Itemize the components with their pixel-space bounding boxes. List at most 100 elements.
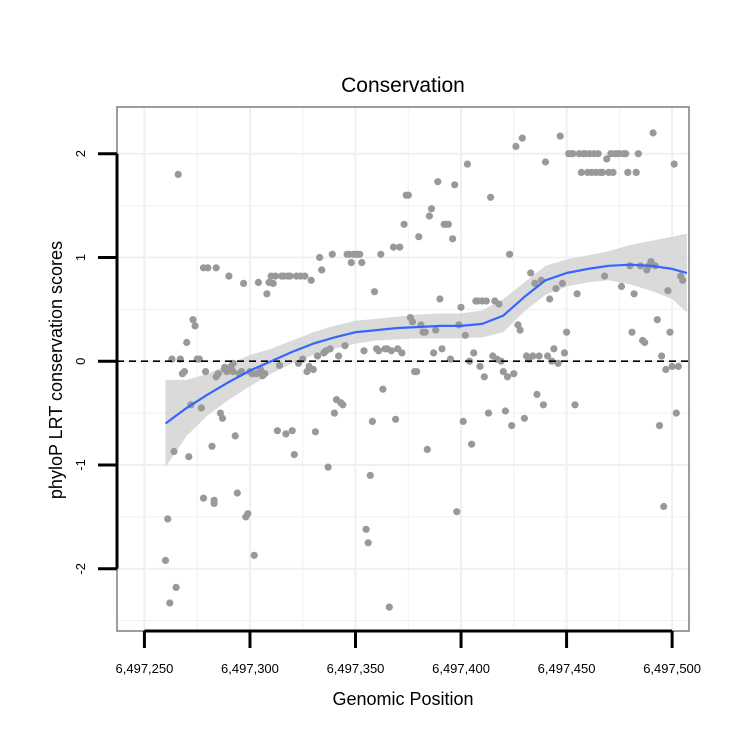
y-tick-label: 1	[73, 254, 88, 261]
data-point	[470, 349, 478, 357]
data-point	[286, 272, 294, 280]
data-point	[261, 370, 269, 378]
data-point	[335, 352, 343, 360]
data-point	[476, 362, 484, 370]
data-point	[660, 502, 668, 511]
data-point	[679, 276, 687, 284]
data-point	[520, 414, 529, 422]
data-point	[670, 160, 678, 168]
data-point	[609, 168, 617, 176]
data-point	[218, 414, 227, 422]
data-point	[622, 150, 630, 158]
data-point	[484, 409, 493, 417]
data-point	[558, 279, 567, 287]
data-point	[311, 428, 319, 436]
data-point	[601, 272, 609, 280]
data-point	[499, 368, 507, 376]
data-point	[400, 220, 408, 228]
data-point	[210, 496, 218, 504]
data-point	[377, 250, 385, 258]
x-tick-label: 6,497,350	[327, 661, 385, 676]
data-point	[202, 368, 210, 376]
data-point	[434, 178, 442, 186]
data-point	[482, 297, 490, 305]
data-point	[641, 338, 649, 347]
data-point	[444, 220, 452, 228]
data-point	[423, 445, 431, 453]
data-point	[221, 363, 229, 371]
data-point	[571, 401, 579, 409]
loess-fit-line	[164, 263, 688, 425]
data-point	[301, 272, 309, 280]
data-point	[662, 365, 670, 374]
data-point	[672, 409, 680, 417]
x-tick-label: 6,497,500	[643, 661, 701, 676]
data-point	[541, 158, 550, 166]
data-point	[560, 349, 569, 357]
data-point	[212, 373, 220, 381]
data-point	[170, 447, 178, 456]
data-point	[183, 338, 191, 347]
data-point	[199, 494, 208, 502]
data-point	[535, 352, 543, 360]
data-point	[617, 282, 626, 291]
data-point	[185, 453, 193, 461]
data-point	[233, 489, 241, 497]
data-point	[282, 430, 290, 438]
confidence-band-group	[165, 233, 687, 468]
data-point	[396, 243, 404, 251]
data-point	[324, 463, 332, 471]
data-point	[290, 451, 298, 459]
data-point	[632, 168, 640, 176]
data-point	[603, 155, 611, 163]
data-point	[408, 318, 417, 326]
data-point	[461, 331, 469, 339]
data-point	[240, 279, 248, 287]
data-point	[516, 326, 524, 334]
data-point	[375, 347, 383, 355]
data-point	[594, 150, 602, 158]
data-point	[225, 272, 233, 280]
data-point	[392, 415, 400, 423]
data-point	[204, 264, 212, 272]
data-point	[518, 134, 526, 142]
x-tick-label: 6,497,300	[221, 661, 279, 676]
data-point	[503, 373, 512, 381]
data-point	[649, 129, 657, 137]
data-point	[432, 326, 440, 334]
data-point	[664, 287, 672, 295]
data-point	[510, 370, 518, 378]
data-point	[529, 352, 537, 360]
data-point	[512, 142, 520, 150]
data-point	[421, 328, 429, 336]
data-point	[457, 303, 465, 311]
data-point	[569, 150, 577, 158]
data-point	[531, 279, 539, 287]
data-point	[250, 551, 258, 559]
confidence-band	[165, 233, 687, 468]
data-point	[330, 409, 338, 417]
data-point	[364, 539, 372, 547]
data-point	[480, 373, 488, 381]
data-point	[674, 362, 683, 370]
data-point	[453, 508, 461, 516]
data-point	[191, 322, 199, 330]
y-axis: -2 -1 0 1 2	[73, 150, 119, 575]
data-point	[449, 235, 457, 243]
data-point	[463, 160, 471, 168]
x-tick-label: 6,497,250	[116, 661, 174, 676]
data-point	[313, 352, 322, 360]
data-point	[533, 390, 541, 398]
data-point	[427, 205, 436, 213]
data-point	[389, 243, 398, 251]
data-point	[356, 250, 364, 258]
data-point	[436, 295, 444, 303]
data-point	[263, 290, 271, 298]
data-point	[653, 316, 661, 324]
data-point	[360, 347, 368, 355]
data-point	[413, 368, 421, 376]
data-point	[527, 269, 535, 277]
data-point	[339, 401, 347, 409]
y-tick-label: 2	[73, 150, 88, 157]
data-point	[506, 250, 514, 258]
